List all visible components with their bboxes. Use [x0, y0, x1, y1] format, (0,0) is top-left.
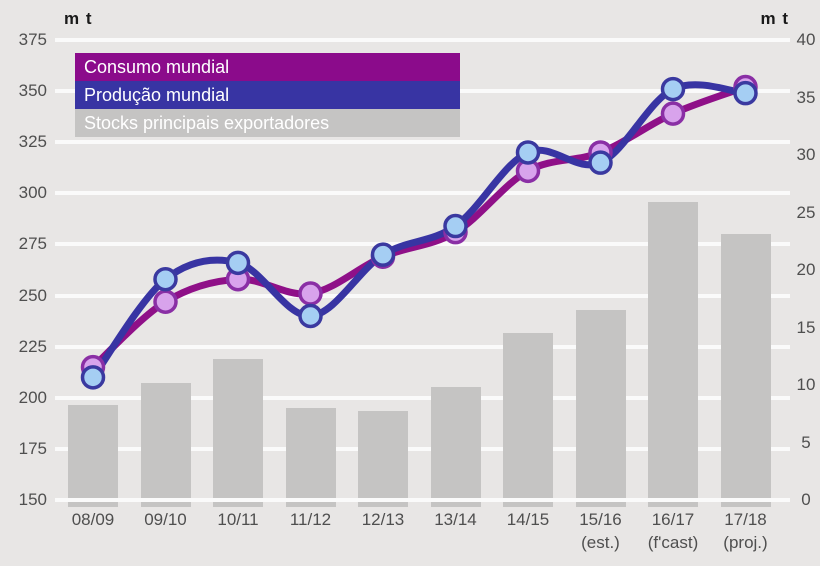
marker-producao [80, 365, 106, 390]
x-axis-tick-label: 13/14 [434, 510, 477, 529]
right-axis-tick-label: 15 [796, 317, 816, 337]
bar-stocks [503, 333, 553, 507]
line-producao [89, 81, 749, 381]
marker-producao [443, 213, 468, 239]
legend-item-1: Produção mundial [75, 81, 460, 109]
x-axis-tick-label: 10/11 [217, 510, 259, 529]
bar-stocks [68, 404, 118, 507]
gridline [55, 140, 790, 145]
legend-item-label: Produção mundial [84, 84, 230, 105]
marker-producao [153, 266, 178, 292]
gridline [55, 446, 790, 451]
left-axis-tick-label: 350 [18, 81, 47, 101]
right-axis-tick-label: 40 [796, 30, 816, 49]
left-axis-tick-label: 300 [18, 183, 47, 203]
left-axis-tick-label: 225 [18, 336, 47, 356]
legend: Consumo mundial Produção mundial Stocks pr… [75, 53, 460, 137]
left-axis-tick-label: 175 [18, 438, 47, 458]
x-axis-tick-label: 17/18 [724, 510, 767, 529]
x-axis-tick-label: 15/16 [579, 510, 622, 529]
bar-stocks [213, 358, 263, 507]
marker-producao [225, 250, 251, 276]
right-axis-tick-label: 0 [801, 490, 811, 509]
left-axis-tick-label: 200 [18, 387, 47, 407]
x-axis-tick-label: 09/10 [144, 510, 187, 529]
right-axis-tick-label: 20 [796, 260, 816, 279]
bar-stocks [575, 310, 626, 507]
right-axis-tick-label: 35 [796, 87, 816, 107]
gridline [55, 498, 790, 502]
left-axis-tick-label: 325 [18, 132, 47, 152]
bar-stocks [648, 202, 698, 507]
marker-consumo [660, 101, 686, 126]
right-axis-tick-label: 30 [796, 145, 816, 164]
left-axis-tick-label: 275 [18, 234, 47, 254]
gridline [55, 344, 790, 349]
marker-producao [515, 140, 541, 165]
bar-stocks [140, 382, 191, 507]
marker-consumo [298, 281, 323, 306]
right-axis-tick-label: 5 [801, 432, 811, 452]
x-axis-tick-label: 08/09 [71, 510, 115, 529]
left-axis-unit-label: m t [64, 9, 93, 28]
bar-stocks [720, 234, 771, 507]
left-axis-tick-label: 150 [18, 490, 47, 509]
legend-item-0: Consumo mundial [75, 53, 460, 81]
left-axis-tick-label: 375 [18, 30, 47, 49]
x-axis-tick-sublabel: (f'cast) [647, 533, 699, 552]
gridline [55, 191, 790, 196]
marker-producao [370, 242, 396, 267]
gridline [55, 38, 790, 42]
bar-stocks [358, 411, 408, 507]
bar-stocks [285, 408, 336, 507]
x-axis-tick-sublabel: (proj.) [723, 533, 768, 552]
x-axis-tick-sublabel: (est.) [581, 533, 620, 552]
left-axis-tick-label: 250 [18, 285, 47, 305]
marker-producao [588, 150, 613, 175]
x-axis-tick-label: 16/17 [651, 510, 695, 529]
right-axis-tick-label: 25 [796, 202, 816, 222]
legend-item-label: Stocks principais exportadores [84, 112, 330, 133]
marker-producao [298, 303, 323, 329]
legend-item-2: Stocks principais exportadores [75, 109, 460, 137]
marker-consumo [153, 289, 178, 314]
x-axis-tick-label: 11/12 [289, 510, 332, 529]
gridline [55, 293, 790, 298]
gridline [55, 395, 790, 400]
x-axis-tick-label: 14/15 [506, 510, 550, 529]
marker-producao [733, 80, 758, 106]
right-axis-unit-label: m t [760, 9, 789, 28]
bar-stocks [430, 387, 481, 507]
marker-producao [660, 76, 686, 102]
legend-item-label: Consumo mundial [84, 56, 230, 77]
right-axis-tick-label: 10 [796, 375, 816, 394]
line-consumo [89, 83, 749, 371]
x-axis-tick-label: 12/13 [361, 510, 405, 529]
